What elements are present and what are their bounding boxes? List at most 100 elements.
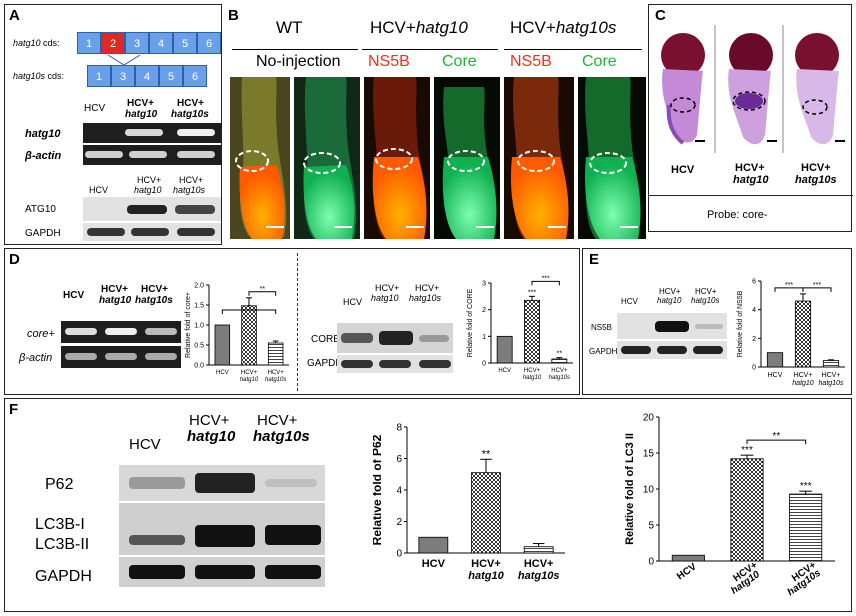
bar xyxy=(671,554,705,562)
x-tick-label: HCV xyxy=(216,370,229,376)
panel-a: A hatg10 cds: hatg10s cds: HCV HCV+ hatg… xyxy=(4,4,222,245)
bar xyxy=(241,305,257,366)
significance-mark: * xyxy=(248,304,251,311)
lane-label: hatg10 xyxy=(187,428,236,445)
lane-label: HCV xyxy=(671,164,695,176)
blot-gapdh xyxy=(119,557,325,587)
x-tick-label: HCV xyxy=(675,561,699,582)
panel-label: D xyxy=(9,251,20,268)
blot-gapdh xyxy=(337,355,453,373)
significance-mark: ** xyxy=(557,351,563,358)
x-tick-label: HCV xyxy=(768,372,783,379)
x-tick-label: hatg10s xyxy=(549,375,570,381)
y-tick-label: 2 xyxy=(396,517,402,528)
significance-mark: ** xyxy=(772,431,780,442)
y-tick-label: 0.0 xyxy=(194,362,204,369)
protein-label: GAPDH xyxy=(35,568,92,585)
y-tick-label: 0 xyxy=(648,557,654,568)
significance-bracket xyxy=(802,287,832,292)
x-tick-label: HCV+ xyxy=(551,368,568,374)
protein-label: ATG10 xyxy=(25,204,56,215)
exon-box: 4 xyxy=(149,32,173,54)
lane-label: HCV+ xyxy=(189,412,230,429)
lane-label: hatg10s xyxy=(691,296,720,305)
panel-e: E HCV HCV+ hatg10 HCV+ hatg10s NS5B GAPD… xyxy=(582,248,852,395)
protein-label: LC3B-II xyxy=(35,536,90,553)
bar xyxy=(766,352,784,368)
sub-label: Core xyxy=(442,53,477,70)
blot-p62 xyxy=(119,465,325,501)
y-tick-label: 4 xyxy=(396,486,402,497)
in-situ-images xyxy=(651,25,851,153)
panel-label: B xyxy=(228,7,239,24)
protein-label: GAPDH xyxy=(25,228,61,239)
lane-label: HCV xyxy=(89,185,109,195)
lane-label: HCV xyxy=(84,103,106,114)
divider xyxy=(232,49,358,50)
y-tick-label: 20 xyxy=(643,413,655,424)
exon-box: 1 xyxy=(87,65,111,87)
significance-bracket xyxy=(531,280,560,286)
bar xyxy=(822,360,840,368)
panel-b: B WT HCV+hatg10 HCV+hatg10s No-injection… xyxy=(223,4,647,245)
lane-label: HCV xyxy=(63,290,85,301)
lane-label: hatg10s xyxy=(171,109,209,120)
lane-label: hatg10s xyxy=(409,293,442,303)
lane-label: hatg10s xyxy=(253,428,310,445)
bar xyxy=(789,493,823,562)
cds-label-hatg10s: hatg10s cds: xyxy=(13,71,65,81)
y-tick-label: 0 xyxy=(482,360,486,367)
divider xyxy=(649,195,853,196)
y-tick-label: 5 xyxy=(648,521,654,532)
x-tick-label: HCV+ xyxy=(822,372,841,379)
fluorescence-images xyxy=(230,77,646,239)
blot-lc3b xyxy=(119,503,325,555)
significance-mark: *** xyxy=(741,445,753,456)
lane-label: HCV+ xyxy=(257,412,298,429)
protein-label: GAPDH xyxy=(589,347,618,356)
x-tick-label: hatg10 xyxy=(468,570,504,582)
bar xyxy=(418,536,449,554)
exon-box: 6 xyxy=(183,65,207,87)
blot-core xyxy=(337,323,453,353)
exon-box: 4 xyxy=(135,65,159,87)
exon-box: 3 xyxy=(111,65,135,87)
lane-label: hatg10 xyxy=(371,293,399,303)
y-tick-label: 0 xyxy=(396,549,402,560)
exon-box: 1 xyxy=(77,32,101,54)
panel-f: F HCV HCV+ hatg10 HCV+ hatg10s P62 LC3B-… xyxy=(4,398,852,612)
significance-bracket xyxy=(746,439,807,445)
panel-label: F xyxy=(9,401,19,418)
x-tick-label: hatg10s xyxy=(265,377,286,383)
gel-hatg10 xyxy=(83,123,221,143)
significance-mark: *** xyxy=(528,289,536,296)
group-label-wt: WT xyxy=(276,18,303,37)
gene-label: β-actin xyxy=(19,352,53,364)
exon-box: 5 xyxy=(173,32,197,54)
lane-label: hatg10 xyxy=(99,295,132,306)
lane-label: HCV+ xyxy=(141,284,168,295)
bar xyxy=(267,342,284,366)
y-axis-label: Relative fold of P62 xyxy=(373,434,384,545)
divider-dashed xyxy=(297,253,298,391)
lane-label: hatg10s xyxy=(135,295,173,306)
gene-label: hatg10 xyxy=(25,128,61,140)
blot-gapdh xyxy=(83,223,221,241)
y-axis-label: Relative fold of LC3 II xyxy=(624,433,636,545)
y-tick-label: 15 xyxy=(643,449,655,460)
bar xyxy=(496,335,513,364)
lane-label: HCV+ xyxy=(177,98,204,109)
lane-label: HCV xyxy=(343,297,363,307)
lane-label: hatg10 xyxy=(125,109,158,120)
lane-label: HCV+ xyxy=(415,283,440,293)
bar xyxy=(524,299,540,364)
lane-label: HCV+ xyxy=(801,162,831,174)
lane-label: hatg10 xyxy=(733,174,769,186)
protein-label: GAPDH xyxy=(307,358,343,369)
bar xyxy=(523,546,554,554)
lane-label: hatg10s xyxy=(795,174,837,186)
lane-label: HCV xyxy=(621,297,638,306)
